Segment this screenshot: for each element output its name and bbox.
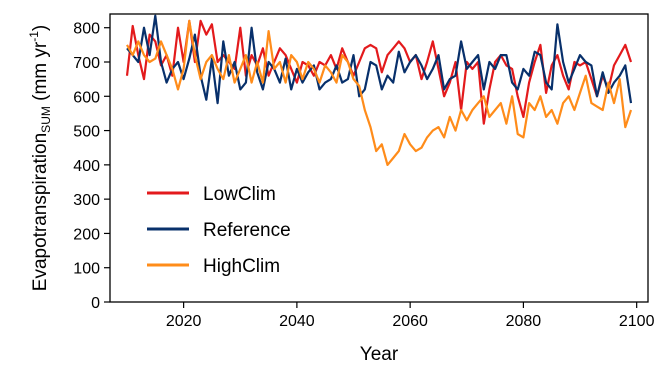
y-axis-title-units: (mm yr <box>30 41 51 106</box>
x-tick-label: 2060 <box>392 313 428 330</box>
y-axis-title-units-close: ) <box>30 25 51 31</box>
y-axis-title: EvapotranspirationSUM (mm yr-1) <box>27 25 53 291</box>
legend-label-highclim: HighClim <box>203 256 280 277</box>
x-tick-label: 2100 <box>619 313 655 330</box>
plot-frame <box>109 13 649 303</box>
x-tick-label: 2040 <box>279 313 315 330</box>
series-line-reference <box>126 14 633 105</box>
legend-label-lowclim: LowClim <box>203 184 276 205</box>
legend: LowClim Reference HighClim <box>147 184 291 277</box>
y-tick-label: 200 <box>73 226 100 243</box>
y-tick-label: 800 <box>73 21 100 38</box>
y-tick-label: 0 <box>91 295 100 312</box>
y-tick-label: 500 <box>73 124 100 141</box>
y-axis-title-main: Evapotranspiration <box>30 133 51 291</box>
series-line-lowclim <box>125 19 633 125</box>
y-axis-title-units-superscript: -1 <box>27 31 41 42</box>
legend-label-reference: Reference <box>203 220 291 241</box>
series-line-highclim <box>126 19 633 166</box>
series-lines <box>125 14 633 166</box>
y-tick-label: 400 <box>73 158 100 175</box>
y-tick-label: 700 <box>73 55 100 72</box>
y-axis-title-subscript: SUM <box>39 106 53 133</box>
x-tick-label: 2080 <box>506 313 542 330</box>
axes: 2020 2040 2060 2080 2100 0 100 200 300 400 500 600 7… <box>73 13 655 330</box>
x-tick-label: 2020 <box>166 313 202 330</box>
y-tick-label: 600 <box>73 89 100 106</box>
y-tick-label: 300 <box>73 192 100 209</box>
x-axis-title: Year <box>360 344 399 365</box>
y-tick-label: 100 <box>73 261 100 278</box>
